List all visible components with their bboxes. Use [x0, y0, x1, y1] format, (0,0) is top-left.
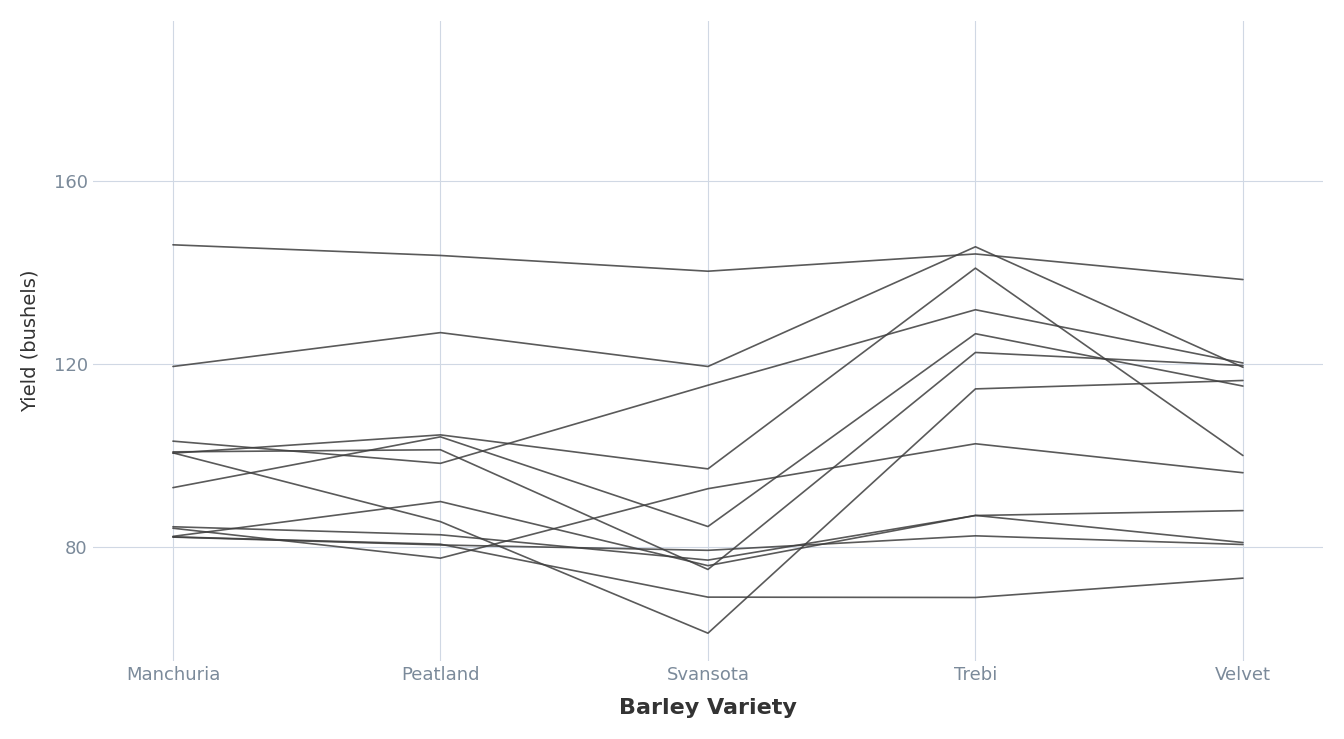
X-axis label: Barley Variety: Barley Variety: [620, 698, 797, 718]
Y-axis label: Yield (bushels): Yield (bushels): [22, 270, 40, 412]
